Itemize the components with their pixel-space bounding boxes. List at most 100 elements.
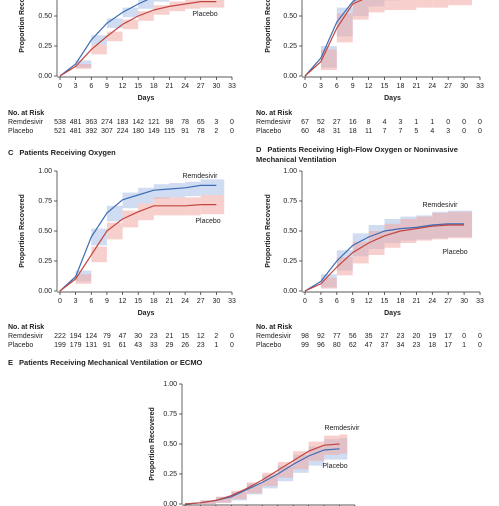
y-tick-label: 0.00 <box>283 288 297 295</box>
ci-band <box>153 184 170 199</box>
risk-row-label: Remdesivir <box>256 333 292 340</box>
x-tick-label: 30 <box>212 298 220 305</box>
y-tick-label: 0.00 <box>38 288 52 295</box>
x-tick-label: 9 <box>105 298 109 305</box>
survival-line <box>59 184 217 292</box>
x-tick-label: 27 <box>197 298 205 305</box>
risk-value: 23 <box>150 333 158 340</box>
risk-value: 47 <box>365 342 373 349</box>
risk-value: 29 <box>166 342 174 349</box>
ci-band <box>106 222 123 240</box>
risk-title: No. at Risk <box>256 324 292 331</box>
risk-value: 20 <box>412 333 420 340</box>
series-label: Placebo <box>195 218 220 225</box>
risk-value: 48 <box>317 128 325 135</box>
risk-value: 98 <box>166 119 174 126</box>
series-label: Placebo <box>442 249 467 256</box>
x-tick-label: 27 <box>197 83 205 90</box>
risk-value: 115 <box>164 128 175 135</box>
panel: RemdesivirPlacebo0.000.250.500.751.00036… <box>149 381 360 506</box>
x-tick-label: 30 <box>460 83 468 90</box>
x-tick-label: 33 <box>476 83 484 90</box>
y-tick-label: 0.50 <box>163 441 177 448</box>
ci-band <box>352 0 369 20</box>
x-tick-label: 15 <box>381 298 389 305</box>
risk-row-label: Placebo <box>8 128 33 135</box>
risk-row-label: Remdesivir <box>8 119 44 126</box>
y-tick-label: 0.50 <box>38 228 52 235</box>
risk-value: 363 <box>85 119 97 126</box>
risk-value: 27 <box>333 119 341 126</box>
risk-value: 0 <box>230 342 234 349</box>
x-tick-label: 33 <box>476 298 484 305</box>
x-tick-label: 6 <box>89 83 93 90</box>
risk-value: 17 <box>444 342 452 349</box>
x-tick-label: 27 <box>444 83 452 90</box>
ci-band <box>200 0 217 8</box>
risk-value: 99 <box>301 342 309 349</box>
risk-value: 1 <box>414 119 418 126</box>
y-axis-label: Proportion Recovered <box>149 407 156 481</box>
risk-value: 8 <box>367 119 371 126</box>
survival-line <box>304 224 465 292</box>
ci-band <box>138 187 154 204</box>
x-tick-label: 24 <box>428 83 436 90</box>
ci-band <box>91 228 107 246</box>
risk-value: 27 <box>381 333 389 340</box>
y-axis-label: Proportion Recovered <box>265 0 272 53</box>
ci-band <box>138 11 154 21</box>
survival-line <box>184 443 340 505</box>
y-tick-label: 0.00 <box>38 73 52 80</box>
y-tick-label: 0.00 <box>163 501 177 506</box>
risk-value: 62 <box>349 342 357 349</box>
ci-band <box>153 0 170 2</box>
y-tick-label: 0.25 <box>283 43 297 50</box>
risk-value: 124 <box>85 333 97 340</box>
ci-band <box>185 181 201 197</box>
y-tick-label: 0.25 <box>283 258 297 265</box>
survival-line <box>304 0 357 77</box>
risk-value: 78 <box>197 128 205 135</box>
risk-value: 0 <box>478 342 482 349</box>
risk-value: 98 <box>301 333 309 340</box>
risk-value: 15 <box>181 333 189 340</box>
risk-value: 26 <box>181 342 189 349</box>
x-axis-label: Days <box>384 95 401 102</box>
ci-band <box>91 44 107 55</box>
risk-value: 1 <box>214 342 218 349</box>
x-tick-label: 6 <box>335 83 339 90</box>
y-tick-label: 1.00 <box>163 381 177 388</box>
risk-value: 19 <box>428 333 436 340</box>
x-tick-label: 9 <box>105 83 109 90</box>
panel: RemdesivirPlacebo0.000.250.5003691215182… <box>8 0 236 135</box>
y-tick-label: 0.50 <box>38 13 52 20</box>
risk-value: 4 <box>430 128 434 135</box>
x-axis-label: Days <box>384 310 401 317</box>
title-text: Patients Receiving Oxygen <box>19 148 116 157</box>
x-tick-label: 18 <box>150 298 158 305</box>
survival-line <box>304 0 364 77</box>
risk-value: 21 <box>166 333 174 340</box>
x-tick-label: 33 <box>228 83 236 90</box>
survival-line <box>59 204 217 292</box>
ci-band <box>336 13 353 43</box>
ci-band <box>400 0 417 10</box>
y-tick-label: 0.75 <box>283 198 297 205</box>
x-tick-label: 18 <box>150 83 158 90</box>
risk-value: 1 <box>430 119 434 126</box>
risk-value: 3 <box>399 119 403 126</box>
risk-value: 61 <box>119 342 127 349</box>
ci-band <box>185 197 201 216</box>
y-tick-label: 0.25 <box>38 43 52 50</box>
ci-band <box>384 223 401 248</box>
risk-title: No. at Risk <box>8 110 44 117</box>
risk-value: 31 <box>333 128 341 135</box>
risk-value: 80 <box>333 342 341 349</box>
survival-line <box>304 223 465 292</box>
risk-value: 194 <box>70 333 82 340</box>
risk-value: 149 <box>148 128 160 135</box>
risk-row-label: Placebo <box>256 128 281 135</box>
risk-value: 23 <box>412 342 420 349</box>
risk-value: 0 <box>478 119 482 126</box>
y-tick-label: 1.00 <box>283 168 297 175</box>
